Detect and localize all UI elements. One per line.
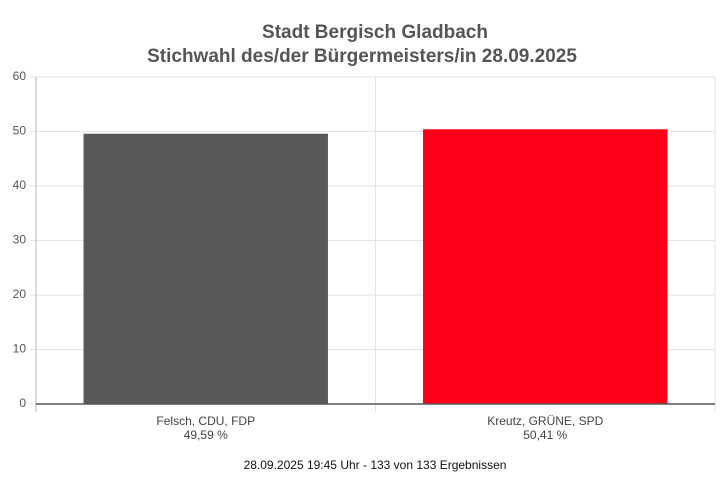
chart-subtitle: Stichwahl des/der Bürgermeisters/in 28.0… bbox=[147, 46, 577, 67]
caption: 28.09.2025 19:45 Uhr - 133 von 133 Ergeb… bbox=[244, 458, 507, 472]
chart-title: Stadt Bergisch Gladbach bbox=[262, 22, 488, 43]
y-tick-label: 50 bbox=[13, 124, 27, 138]
bar bbox=[423, 129, 668, 404]
y-tick-label: 20 bbox=[13, 287, 27, 301]
x-tick-label: Felsch, CDU, FDP bbox=[156, 414, 255, 428]
x-tick-label: Kreutz, GRÜNE, SPD bbox=[487, 414, 603, 428]
y-tick-label: 60 bbox=[13, 69, 27, 83]
y-tick-label: 30 bbox=[13, 233, 27, 247]
value-label: 49,59 % bbox=[184, 428, 228, 442]
y-tick-label: 10 bbox=[13, 342, 27, 356]
y-tick-label: 0 bbox=[19, 396, 26, 410]
bar bbox=[83, 133, 328, 404]
value-label: 50,41 % bbox=[523, 428, 567, 442]
y-tick-label: 40 bbox=[13, 178, 27, 192]
